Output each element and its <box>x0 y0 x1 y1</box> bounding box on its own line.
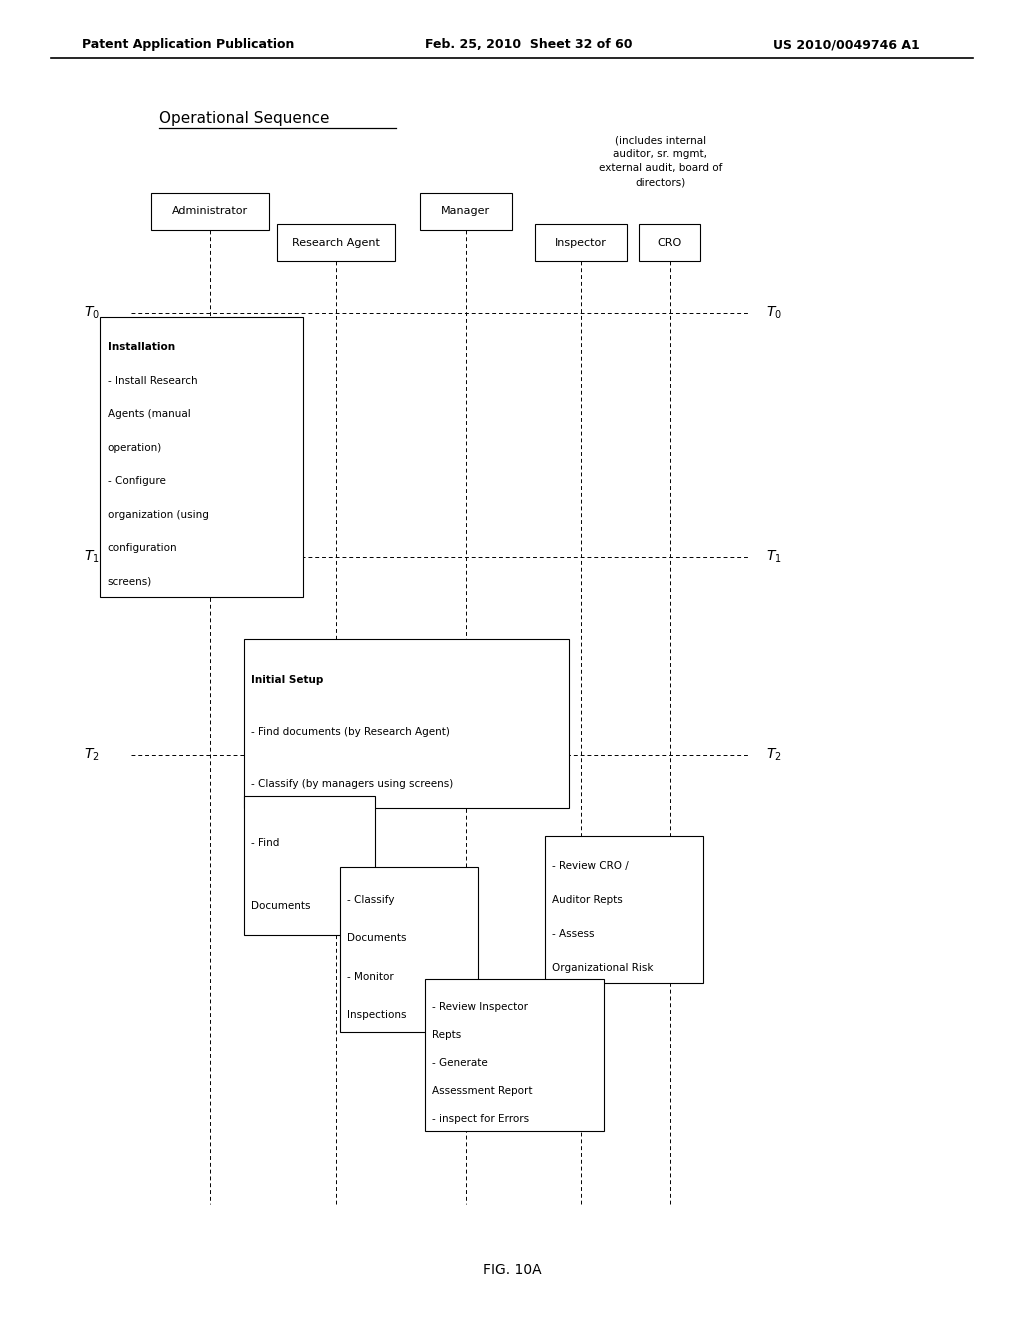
Text: $T_{0}$: $T_{0}$ <box>84 305 100 321</box>
Text: (includes internal
auditor, sr. mgmt,
external audit, board of
directors): (includes internal auditor, sr. mgmt, ex… <box>599 135 722 187</box>
Text: Manager: Manager <box>441 206 490 216</box>
Text: Assessment Report: Assessment Report <box>432 1085 532 1096</box>
Text: $T_{1}$: $T_{1}$ <box>766 549 782 565</box>
Text: organization (using: organization (using <box>108 510 209 520</box>
Text: - Generate: - Generate <box>432 1057 487 1068</box>
Text: $T_{2}$: $T_{2}$ <box>84 747 100 763</box>
Bar <box>420 193 512 230</box>
Text: Administrator: Administrator <box>172 206 248 216</box>
Text: FIG. 10A: FIG. 10A <box>482 1263 542 1276</box>
Text: Research Agent: Research Agent <box>292 238 380 248</box>
Text: - Review CRO /: - Review CRO / <box>552 861 629 871</box>
Text: Agents (manual: Agents (manual <box>108 409 190 418</box>
Text: Installation: Installation <box>108 342 175 352</box>
Text: - Install Research: - Install Research <box>108 376 198 385</box>
Text: CRO: CRO <box>657 238 682 248</box>
Text: operation): operation) <box>108 442 162 453</box>
Text: - Review Inspector: - Review Inspector <box>432 1002 528 1011</box>
Text: Organizational Risk: Organizational Risk <box>552 964 653 973</box>
Text: Patent Application Publication: Patent Application Publication <box>82 38 294 51</box>
Text: - inspect for Errors: - inspect for Errors <box>432 1114 529 1123</box>
Text: - Configure: - Configure <box>108 477 166 486</box>
Bar <box>244 639 569 808</box>
Bar <box>100 317 303 597</box>
Text: $T_{2}$: $T_{2}$ <box>766 747 782 763</box>
Text: - Find: - Find <box>251 838 280 847</box>
Text: Inspections: Inspections <box>347 1010 407 1020</box>
Bar <box>152 193 268 230</box>
Bar <box>639 224 700 261</box>
Text: $T_{0}$: $T_{0}$ <box>766 305 782 321</box>
Text: Inspector: Inspector <box>555 238 606 248</box>
Bar <box>545 836 703 983</box>
Bar <box>244 796 375 935</box>
Text: Documents: Documents <box>347 933 407 944</box>
Text: Feb. 25, 2010  Sheet 32 of 60: Feb. 25, 2010 Sheet 32 of 60 <box>425 38 633 51</box>
Text: Operational Sequence: Operational Sequence <box>159 111 330 127</box>
Text: Initial Setup: Initial Setup <box>251 675 324 685</box>
Text: - Assess: - Assess <box>552 929 595 939</box>
Text: Repts: Repts <box>432 1030 462 1040</box>
Bar <box>425 979 604 1131</box>
Text: screens): screens) <box>108 577 152 586</box>
Text: - Monitor: - Monitor <box>347 972 394 982</box>
Text: - Find documents (by Research Agent): - Find documents (by Research Agent) <box>251 727 450 737</box>
Bar <box>535 224 627 261</box>
Text: Auditor Repts: Auditor Repts <box>552 895 623 906</box>
Text: $T_{1}$: $T_{1}$ <box>84 549 100 565</box>
Text: - Classify: - Classify <box>347 895 394 906</box>
Text: US 2010/0049746 A1: US 2010/0049746 A1 <box>773 38 920 51</box>
Text: configuration: configuration <box>108 543 177 553</box>
Bar <box>276 224 395 261</box>
Bar <box>340 867 478 1032</box>
Text: Documents: Documents <box>251 902 310 911</box>
Text: - Classify (by managers using screens): - Classify (by managers using screens) <box>251 779 454 789</box>
